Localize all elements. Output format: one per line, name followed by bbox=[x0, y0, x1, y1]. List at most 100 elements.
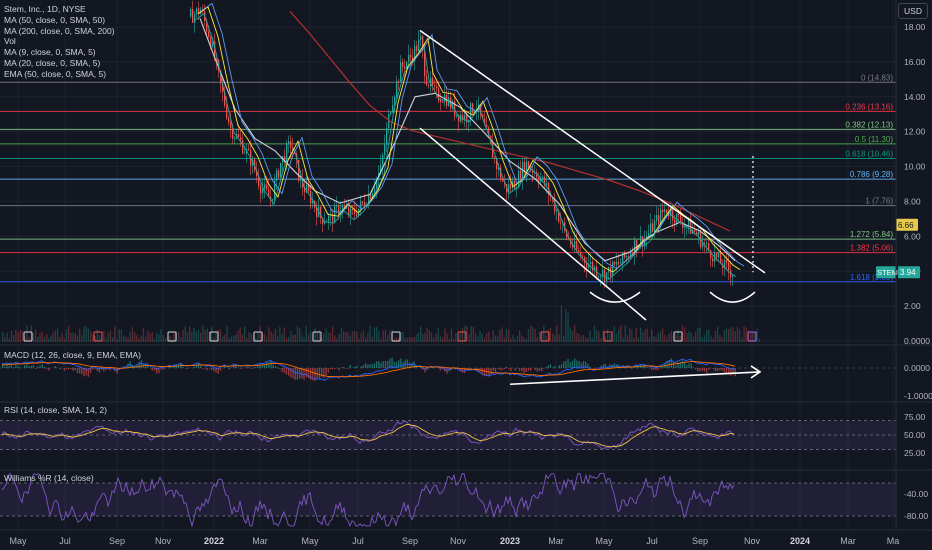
williams-band bbox=[0, 483, 896, 516]
volume-bar bbox=[365, 337, 367, 342]
legend-vol[interactable]: Vol bbox=[4, 36, 16, 47]
volume-bar bbox=[109, 330, 112, 342]
legend-ma200[interactable]: MA (200, close, 0, SMA, 200) bbox=[4, 25, 115, 36]
volume-bar bbox=[162, 335, 164, 342]
macd-histogram-bar bbox=[153, 368, 156, 371]
macd-histogram-bar bbox=[609, 364, 611, 368]
macd-histogram-bar bbox=[193, 366, 195, 368]
candle-body bbox=[710, 250, 712, 259]
volume-bar bbox=[299, 327, 301, 342]
volume-bar bbox=[250, 333, 252, 342]
volume-bar bbox=[224, 334, 226, 342]
macd-histogram-bar bbox=[424, 368, 426, 373]
candle-body bbox=[224, 91, 226, 106]
macd-histogram-bar bbox=[17, 365, 19, 368]
price-tick-label: 16.00 bbox=[904, 57, 926, 67]
macd-histogram-bar bbox=[565, 360, 567, 368]
symbol-title[interactable]: Stem, Inc., 1D, NYSE bbox=[4, 4, 86, 14]
volume-bar bbox=[510, 338, 512, 342]
macd-histogram-bar bbox=[24, 365, 26, 368]
macd-histogram-bar bbox=[92, 368, 94, 370]
candle-body bbox=[332, 213, 334, 223]
volume-bar bbox=[395, 337, 398, 342]
volume-bar bbox=[552, 333, 554, 342]
candle-body bbox=[606, 272, 608, 282]
macd-histogram-bar bbox=[578, 360, 580, 368]
candle-body bbox=[550, 194, 552, 198]
candle-body bbox=[498, 167, 500, 170]
legend-ma20[interactable]: MA (20, close, 0, SMA, 5) bbox=[4, 57, 101, 68]
macd-histogram-bar bbox=[30, 365, 32, 368]
macd-histogram-bar bbox=[492, 368, 494, 371]
candle-body bbox=[404, 66, 406, 69]
candle-body bbox=[528, 161, 530, 169]
volume-bar bbox=[160, 328, 162, 342]
macd-histogram-bar bbox=[523, 368, 525, 374]
macd-histogram-bar bbox=[288, 368, 290, 376]
candle-body bbox=[368, 195, 370, 206]
price-tick-label: 8.00 bbox=[904, 196, 921, 206]
macd-histogram-bar bbox=[426, 368, 428, 371]
macd-histogram-bar bbox=[684, 362, 686, 368]
legend-ma9[interactable]: MA (9, close, 0, SMA, 5) bbox=[4, 47, 96, 58]
volume-bar bbox=[415, 334, 417, 342]
volume-bar bbox=[675, 334, 677, 342]
legend-ema50[interactable]: EMA (50, close, 0, SMA, 5) bbox=[4, 68, 107, 79]
macd-histogram-bar bbox=[541, 368, 543, 372]
candle-body bbox=[546, 182, 548, 186]
macd-histogram-bar bbox=[2, 363, 4, 368]
macd-histogram-bar bbox=[549, 364, 552, 368]
macd-histogram-bar bbox=[538, 368, 541, 372]
macd-histogram-bar bbox=[659, 367, 662, 368]
macd-histogram-bar bbox=[19, 367, 21, 368]
volume-bar bbox=[400, 332, 402, 342]
candle-body bbox=[544, 176, 546, 186]
candle-body bbox=[452, 101, 454, 109]
macd-histogram-bar bbox=[699, 368, 701, 371]
macd-histogram-bar bbox=[219, 368, 222, 371]
macd-histogram-bar bbox=[706, 368, 708, 373]
macd-histogram-bar bbox=[505, 366, 508, 368]
candle-body bbox=[636, 240, 638, 250]
macd-histogram-bar bbox=[714, 368, 717, 372]
macd-label[interactable]: MACD (12, 26, close, 9, EMA, EMA) bbox=[4, 350, 141, 360]
candle-body bbox=[470, 103, 472, 121]
volume-bar bbox=[180, 337, 182, 342]
earnings-marker bbox=[167, 331, 177, 342]
macd-histogram-bar bbox=[677, 362, 679, 368]
macd-histogram-bar bbox=[37, 366, 39, 368]
macd-histogram-bar bbox=[345, 368, 347, 369]
volume-bar bbox=[2, 332, 4, 342]
macd-histogram-bar bbox=[633, 366, 635, 368]
volume-bar bbox=[442, 337, 444, 342]
williams-label[interactable]: Williams %R (14, close) bbox=[4, 473, 94, 483]
macd-histogram-bar bbox=[59, 368, 61, 370]
macd-histogram-bar bbox=[362, 365, 365, 368]
volume-bar bbox=[164, 337, 167, 342]
macd-histogram-bar bbox=[15, 364, 17, 368]
volume-bar bbox=[699, 327, 701, 342]
macd-histogram-bar bbox=[723, 368, 725, 373]
currency-button[interactable]: USD bbox=[898, 3, 928, 19]
macd-histogram-bar bbox=[202, 368, 204, 370]
volume-bar bbox=[556, 325, 558, 342]
volume-bar bbox=[455, 332, 457, 342]
macd-histogram-bar bbox=[233, 365, 235, 368]
macd-histogram-bar bbox=[534, 368, 536, 370]
volume-bar bbox=[708, 329, 710, 342]
volume-bar bbox=[464, 325, 466, 342]
time-tick-label: Mar bbox=[840, 536, 856, 546]
candle-body bbox=[602, 269, 604, 277]
macd-histogram-bar bbox=[567, 358, 569, 368]
rsi-label[interactable]: RSI (14, close, SMA, 14, 2) bbox=[4, 405, 107, 415]
candle-body bbox=[716, 252, 718, 258]
fib-level-label: 0.786 (9.28) bbox=[850, 170, 893, 179]
volume-bar bbox=[734, 331, 736, 342]
macd-histogram-bar bbox=[442, 368, 444, 370]
volume-bar bbox=[717, 326, 719, 342]
volume-bar bbox=[316, 331, 318, 342]
legend-ma50[interactable]: MA (50, close, 0, SMA, 50) bbox=[4, 14, 106, 25]
volume-bar bbox=[105, 337, 107, 342]
volume-bar bbox=[239, 327, 241, 342]
